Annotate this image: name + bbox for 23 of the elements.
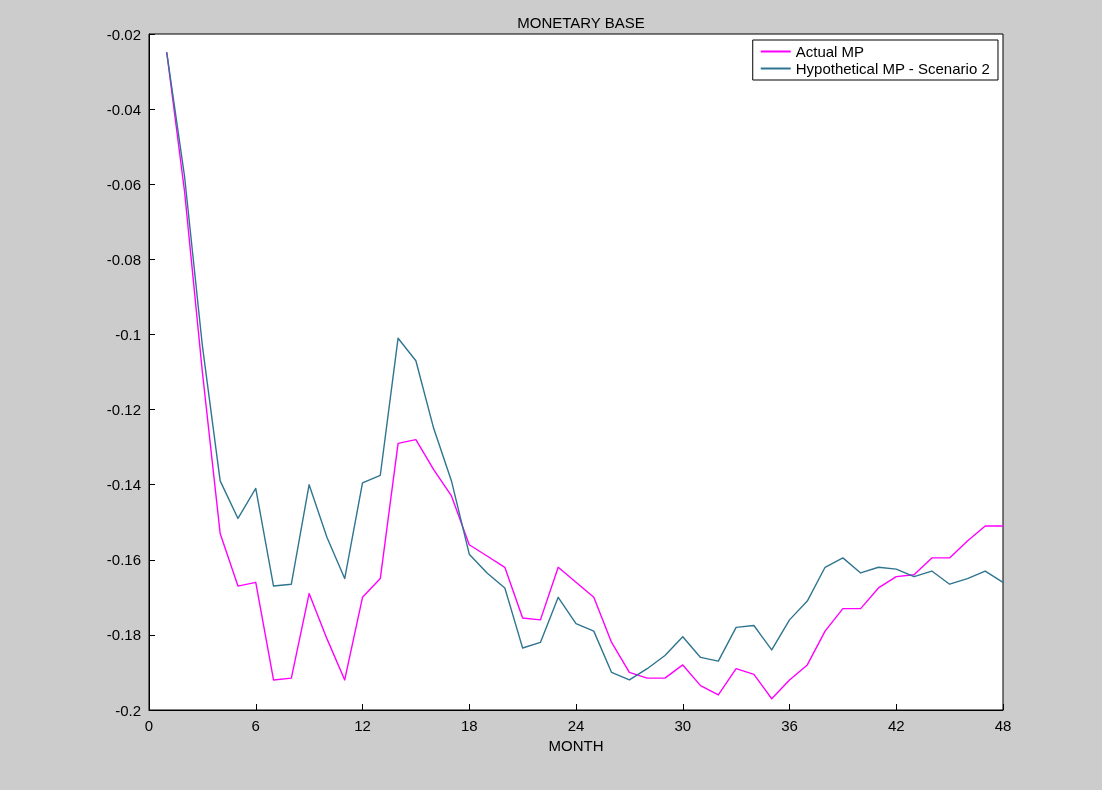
x-tick-label: 48 — [994, 717, 1012, 734]
y-tick-label: -0.12 — [106, 401, 141, 419]
y-tick-label: -0.04 — [106, 100, 141, 118]
x-tick-label: 18 — [460, 717, 478, 734]
x-tick-label: 0 — [144, 717, 154, 734]
y-tick-label: -0.14 — [106, 476, 141, 494]
y-tick-label: -0.2 — [115, 701, 141, 719]
y-tick-label: -0.06 — [106, 175, 141, 193]
legend-label: Actual MP — [795, 43, 865, 60]
x-tick-label: 6 — [251, 717, 260, 734]
x-tick-label: 24 — [567, 717, 585, 734]
y-tick-label: -0.1 — [115, 325, 141, 343]
y-tick-label: -0.02 — [106, 25, 141, 43]
x-tick-label: 30 — [674, 717, 692, 734]
x-tick-label: 36 — [781, 717, 798, 734]
x-axis-title: MONTH — [548, 736, 604, 754]
chart-title: MONETARY BASE — [517, 14, 645, 31]
x-tick-label: 12 — [354, 717, 371, 734]
x-tick-label: 42 — [887, 717, 905, 734]
y-tick-label: -0.18 — [106, 626, 141, 644]
y-tick-label: -0.08 — [106, 250, 141, 268]
y-tick-label: -0.16 — [106, 551, 141, 569]
legend-label: Hypothetical MP - Scenario 2 — [795, 60, 990, 77]
